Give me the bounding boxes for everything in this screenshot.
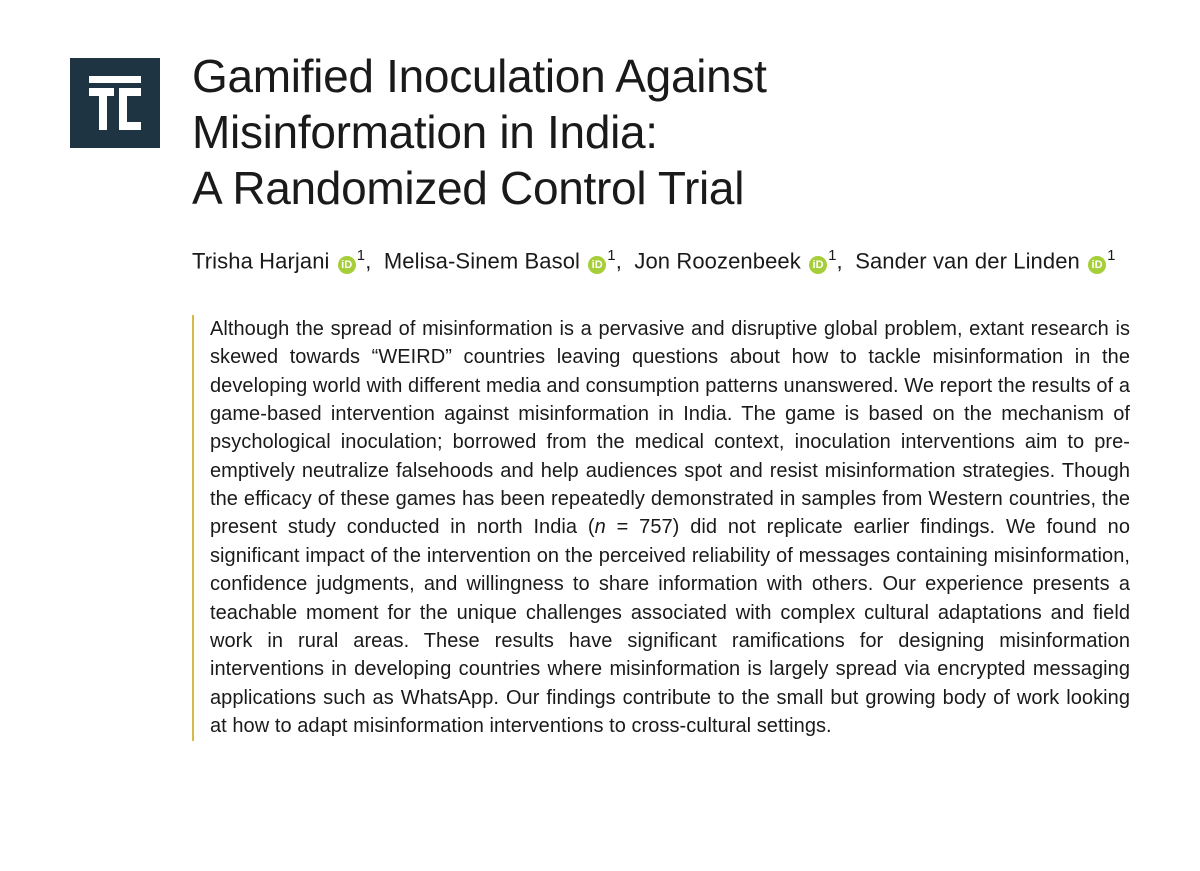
abstract-container: Although the spread of misinformation is… — [192, 315, 1130, 741]
title-line-2: Misinformation in India: — [192, 106, 658, 158]
author-name: Melisa-Sinem Basol — [384, 249, 580, 274]
journal-logo — [70, 58, 160, 148]
author-name: Sander van der Linden — [855, 249, 1080, 274]
title-line-1: Gamified Inoculation Against — [192, 50, 767, 102]
logo-icon — [85, 74, 145, 132]
paper-title: Gamified Inoculation Against Misinformat… — [192, 48, 767, 216]
author-affiliation: 1 — [828, 247, 836, 264]
header-row: Gamified Inoculation Against Misinformat… — [70, 48, 1130, 216]
authors-block: Trisha Harjani iD1, Melisa-Sinem Basol i… — [192, 244, 1130, 278]
title-line-3: A Randomized Control Trial — [192, 162, 744, 214]
orcid-icon[interactable]: iD — [809, 256, 827, 274]
author-affiliation: 1 — [607, 247, 615, 264]
sample-size-symbol: n — [595, 516, 606, 538]
orcid-icon[interactable]: iD — [588, 256, 606, 274]
abstract-text: Although the spread of misinformation is… — [210, 315, 1130, 741]
orcid-icon[interactable]: iD — [1088, 256, 1106, 274]
author-name: Trisha Harjani — [192, 249, 330, 274]
author-name: Jon Roozenbeek — [634, 249, 801, 274]
author-affiliation: 1 — [357, 247, 365, 264]
abstract-pre: Although the spread of misinformation is… — [210, 318, 1130, 539]
orcid-icon[interactable]: iD — [338, 256, 356, 274]
abstract-post: = 757) did not replicate earlier finding… — [210, 516, 1130, 737]
author-affiliation: 1 — [1107, 247, 1115, 264]
